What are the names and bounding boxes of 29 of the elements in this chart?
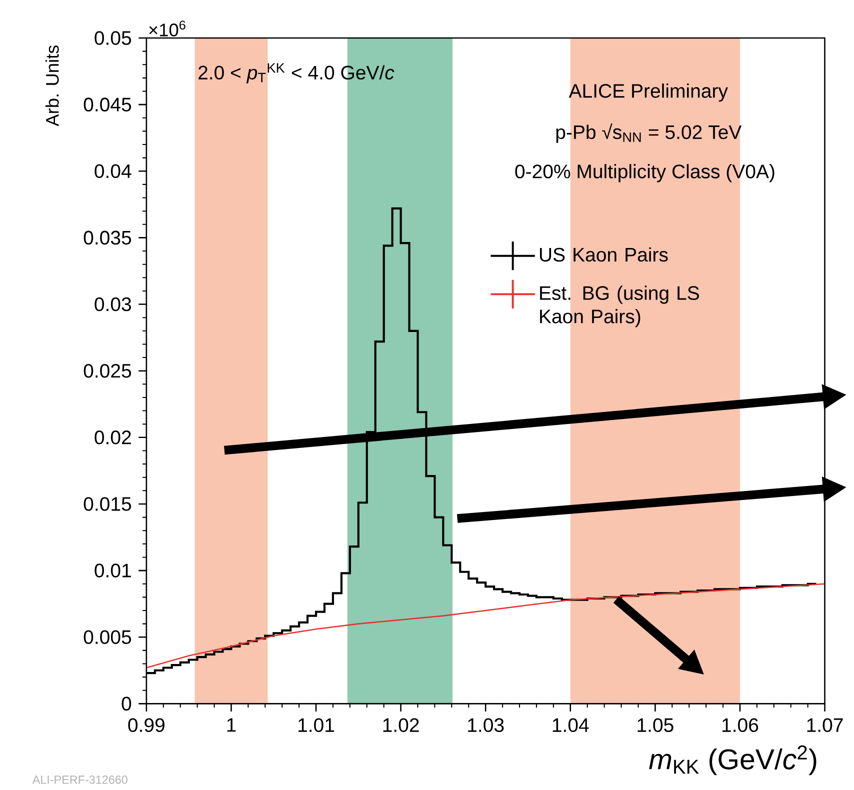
legend-label: US Kaon Pairs: [540, 247, 668, 262]
y-tick-label: 0.05: [94, 30, 132, 45]
annotation: ALICE Preliminary: [568, 83, 728, 102]
y-tick-label: 0: [122, 696, 132, 710]
x-tick-label: 1.04: [552, 718, 589, 732]
annotation: p-Pb √s$_{NN}$ = 5.02 TeV: [556, 123, 742, 143]
x-tick-label: 1.03: [468, 718, 504, 732]
x-tick-label: 1.06: [722, 718, 758, 732]
y-tick-label: 0.015: [84, 496, 132, 511]
x-tick-label: 1.07: [807, 718, 843, 732]
text: ×10$^{6}$: [149, 20, 186, 36]
x-tick-label: 0.99: [128, 718, 164, 732]
y-axis-title: Arb. Units: [45, 45, 59, 126]
x-tick-label: 1.02: [383, 718, 419, 732]
annotation: 0-20% Multiplicity Class (V0A): [515, 164, 774, 182]
y-tick-label: 0.005: [84, 630, 132, 644]
y-tick-label: 0.03: [94, 297, 132, 311]
legend-label: Est. BG (using LS Kaon Pairs): [540, 285, 699, 327]
x-axis-title: m$_{KK}$ (GeV/c$^{2}$): [649, 745, 816, 775]
text: ALI-PERF-312660: [32, 775, 128, 784]
y-tick-label: 0.02: [94, 430, 131, 444]
x-tick-label: 1.01: [298, 718, 334, 732]
y-tick-label: 0.045: [84, 97, 132, 112]
y-tick-label: 0.035: [84, 230, 132, 244]
x-tick-label: 1.05: [638, 718, 674, 732]
y-tick-label: 0.01: [94, 563, 131, 578]
y-tick-label: 0.04: [94, 164, 132, 178]
y-tick-label: 0.025: [84, 364, 132, 378]
x-tick-label: 1: [227, 718, 236, 732]
